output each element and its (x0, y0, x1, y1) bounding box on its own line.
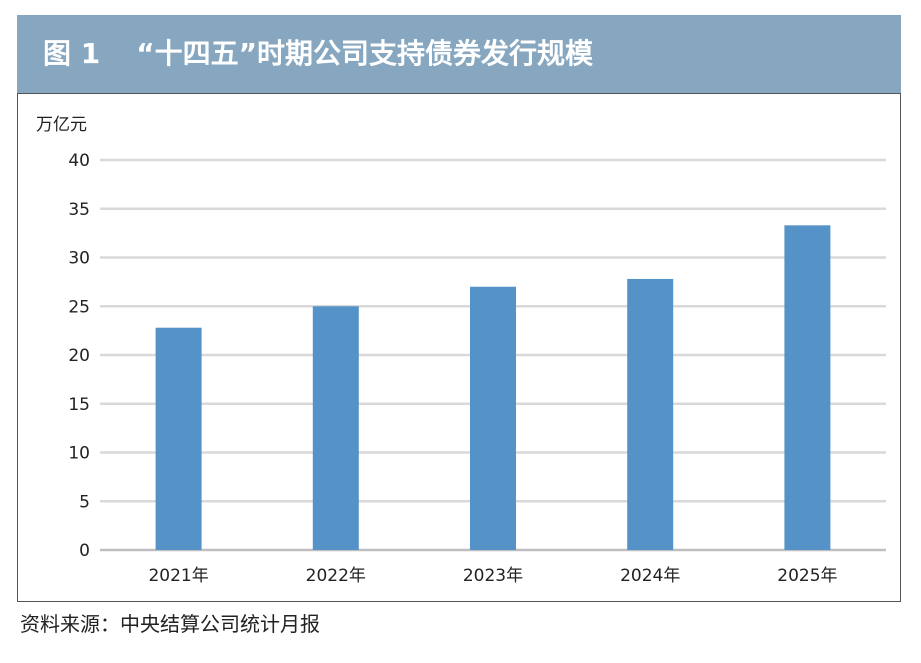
y-tick-label: 35 (68, 200, 90, 220)
figure-title-text: “十四五”时期公司支持债券发行规模 (136, 37, 594, 70)
x-tick-label: 2021年 (148, 566, 208, 586)
y-tick-label: 40 (68, 151, 90, 171)
x-tick-label: 2024年 (620, 566, 680, 586)
bar (470, 286, 516, 550)
bar (784, 225, 831, 550)
y-axis-ticks: 0 5 10 15 20 25 30 35 40 (68, 151, 90, 561)
y-tick-label: 0 (79, 541, 90, 561)
y-tick-label: 15 (68, 395, 90, 415)
bar (312, 306, 359, 550)
x-tick-label: 2023年 (463, 566, 523, 586)
source-note: 资料来源：中央结算公司统计月报 (20, 612, 320, 636)
bars (155, 225, 831, 550)
figure-header: 图 1 “十四五”时期公司支持债券发行规模 (17, 15, 901, 93)
x-axis-ticks: 2021年 2022年 2023年 2024年 2025年 (148, 566, 837, 586)
y-axis-unit-label: 万亿元 (36, 115, 87, 135)
chart-frame: 万亿元 0 5 10 15 20 25 30 35 40 2021年 2022年 2023年 2024… (17, 93, 901, 602)
bar-chart: 万亿元 0 5 10 15 20 25 30 35 40 2021年 2022年 2023年 2024… (36, 115, 886, 586)
y-tick-label: 25 (68, 297, 90, 317)
bar (155, 327, 202, 550)
y-tick-label: 10 (68, 444, 90, 464)
x-tick-label: 2022年 (306, 566, 366, 586)
x-tick-label: 2025年 (777, 566, 837, 586)
figure-title: 图 1 “十四五”时期公司支持债券发行规模 (43, 15, 593, 93)
y-tick-label: 30 (68, 249, 90, 269)
y-tick-label: 20 (68, 346, 90, 366)
bar (627, 278, 674, 550)
figure-label: 图 1 (43, 37, 101, 70)
y-tick-label: 5 (79, 492, 90, 512)
